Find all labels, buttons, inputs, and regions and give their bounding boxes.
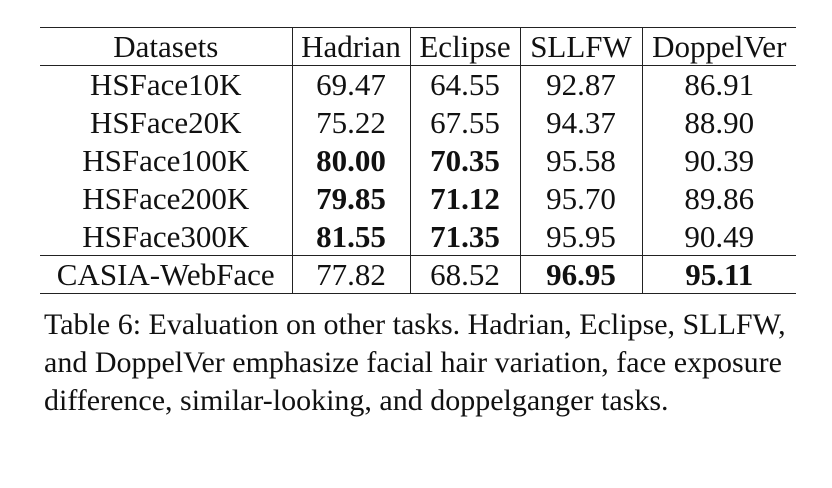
table-cell: HSFace100K [82, 143, 250, 178]
header-eclipse: Eclipse [409, 27, 520, 66]
table-cell: 68.52 [409, 255, 520, 294]
table-cell: 77.82 [291, 255, 410, 294]
table-cell: 95.70 [519, 179, 642, 218]
table-cell: HSFace200K [82, 181, 250, 216]
table-row: HSFace20K 75.22 67.55 94.37 88.90 [40, 103, 796, 142]
table-cell: 79.85 [291, 179, 410, 218]
table-cell: HSFace10K [89, 67, 242, 103]
table-cell: 94.37 [519, 103, 642, 142]
table-cell: 90.49 [641, 217, 796, 256]
table-header-row: Datasets Hadrian Eclipse SLLFW DoppelVer [40, 27, 796, 66]
table-cell: 96.95 [519, 255, 642, 294]
header-doppelver: DoppelVer [641, 27, 796, 66]
table-cell: 95.11 [641, 255, 796, 294]
table-cell: 95.95 [519, 217, 642, 256]
table-row: HSFace300K 81.55 71.35 95.95 90.49 [40, 217, 796, 256]
results-table: Datasets Hadrian Eclipse SLLFW DoppelVer… [40, 27, 796, 294]
table-cell: HSFace20K [89, 105, 242, 140]
table-cell: 90.39 [641, 141, 796, 180]
table-cell: 80.00 [291, 141, 410, 180]
table-row: HSFace200K 79.85 71.12 95.70 89.86 [40, 179, 796, 218]
table-cell: 89.86 [641, 179, 796, 218]
table-cell: 86.91 [641, 65, 796, 104]
table-cell: HSFace300K [82, 218, 250, 254]
header-datasets: Datasets [40, 27, 292, 66]
table-row: HSFace10K 69.47 64.55 92.87 86.91 [40, 65, 796, 104]
results-table-container: Datasets Hadrian Eclipse SLLFW DoppelVer… [40, 27, 796, 294]
table-row: CASIA-WebFace 77.82 68.52 96.95 95.11 [40, 255, 796, 294]
table-cell: 92.87 [519, 65, 642, 104]
table-cell: 64.55 [409, 65, 520, 104]
header-sllfw: SLLFW [519, 27, 642, 66]
table-cell: 88.90 [641, 103, 796, 142]
table-cell: 69.47 [291, 65, 410, 104]
table-cell: CASIA-WebFace [40, 255, 292, 294]
table-row: HSFace100K 80.00 70.35 95.58 90.39 [40, 141, 796, 180]
table-cell: 71.12 [409, 179, 520, 218]
table-caption: Table 6: Evaluation on other tasks. Hadr… [44, 308, 786, 417]
table-cell: 81.55 [291, 217, 410, 256]
table-cell: 95.58 [519, 141, 642, 180]
table-cell: 70.35 [409, 141, 520, 180]
table-cell: 71.35 [409, 217, 520, 256]
table-cell: 67.55 [409, 103, 520, 142]
header-hadrian: Hadrian [291, 27, 410, 66]
table-cell: 75.22 [291, 103, 410, 142]
